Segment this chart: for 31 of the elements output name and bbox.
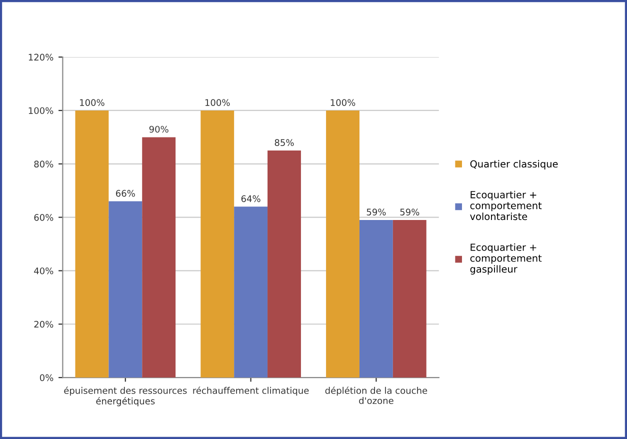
bar [75,110,109,378]
y-tick-label: 20% [34,320,54,328]
bar [234,206,268,378]
bar [142,137,176,378]
y-tick-label: 0% [40,374,54,382]
data-label: 100% [205,99,230,106]
data-label: 90% [149,126,168,133]
legend-label: Ecoquartier + comportement volontariste [470,190,542,220]
y-tick-label: 60% [34,214,54,221]
data-label: 100% [330,99,356,106]
y-tick-label: 120% [28,54,54,61]
x-tick-label: déplétion de la couche d'ozone [325,386,428,404]
y-tick-label: 80% [34,160,54,168]
x-tick-label: réchauffement climatique [193,386,309,396]
bar [359,220,393,378]
legend-label: Quartier classique [470,160,558,170]
y-tick-label: 40% [34,267,54,274]
bar [268,150,301,378]
x-tick-label: épuisement des ressources énergétiques [64,386,187,406]
data-label: 59% [400,208,420,216]
y-tick-label: 100% [28,107,54,114]
data-label: 59% [366,208,386,216]
legend-label: Ecoquartier + comportement gaspilleur [470,243,542,275]
data-label: 85% [274,139,294,146]
bar [392,220,426,378]
data-label: 100% [80,99,104,106]
bar [326,110,360,378]
data-label: 64% [241,195,260,202]
bar [200,110,234,378]
bar [108,201,142,378]
data-label: 66% [116,190,135,197]
